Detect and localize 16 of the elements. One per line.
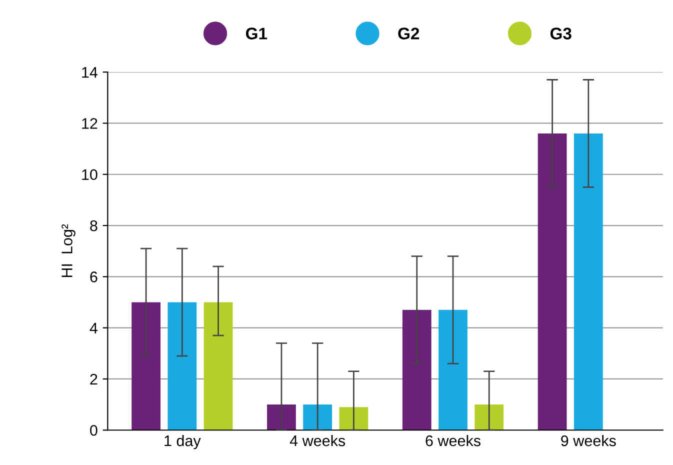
y-axis-title: HI Log² xyxy=(62,224,76,278)
y-tick-label: 2 xyxy=(90,374,98,385)
x-tick-label: 4 weeks xyxy=(290,434,346,446)
x-tick-label: 6 weeks xyxy=(426,434,480,446)
y-tick-label: 12 xyxy=(82,118,98,129)
legend-label: G3 xyxy=(550,28,572,40)
x-tick-label: 1 day xyxy=(164,434,201,450)
y-tick-label: 0 xyxy=(90,424,98,436)
y-tick-label: 6 xyxy=(90,272,98,282)
y-tick-label: 8 xyxy=(90,220,98,232)
y-tick-label: 4 xyxy=(90,322,98,334)
x-tick-label: 9 weeks xyxy=(561,434,616,446)
legend-label: G2 xyxy=(398,28,420,40)
y-tick-label: 10 xyxy=(82,169,98,180)
y-tick-label: 14 xyxy=(82,67,98,78)
legend-label: G1 xyxy=(246,28,268,40)
